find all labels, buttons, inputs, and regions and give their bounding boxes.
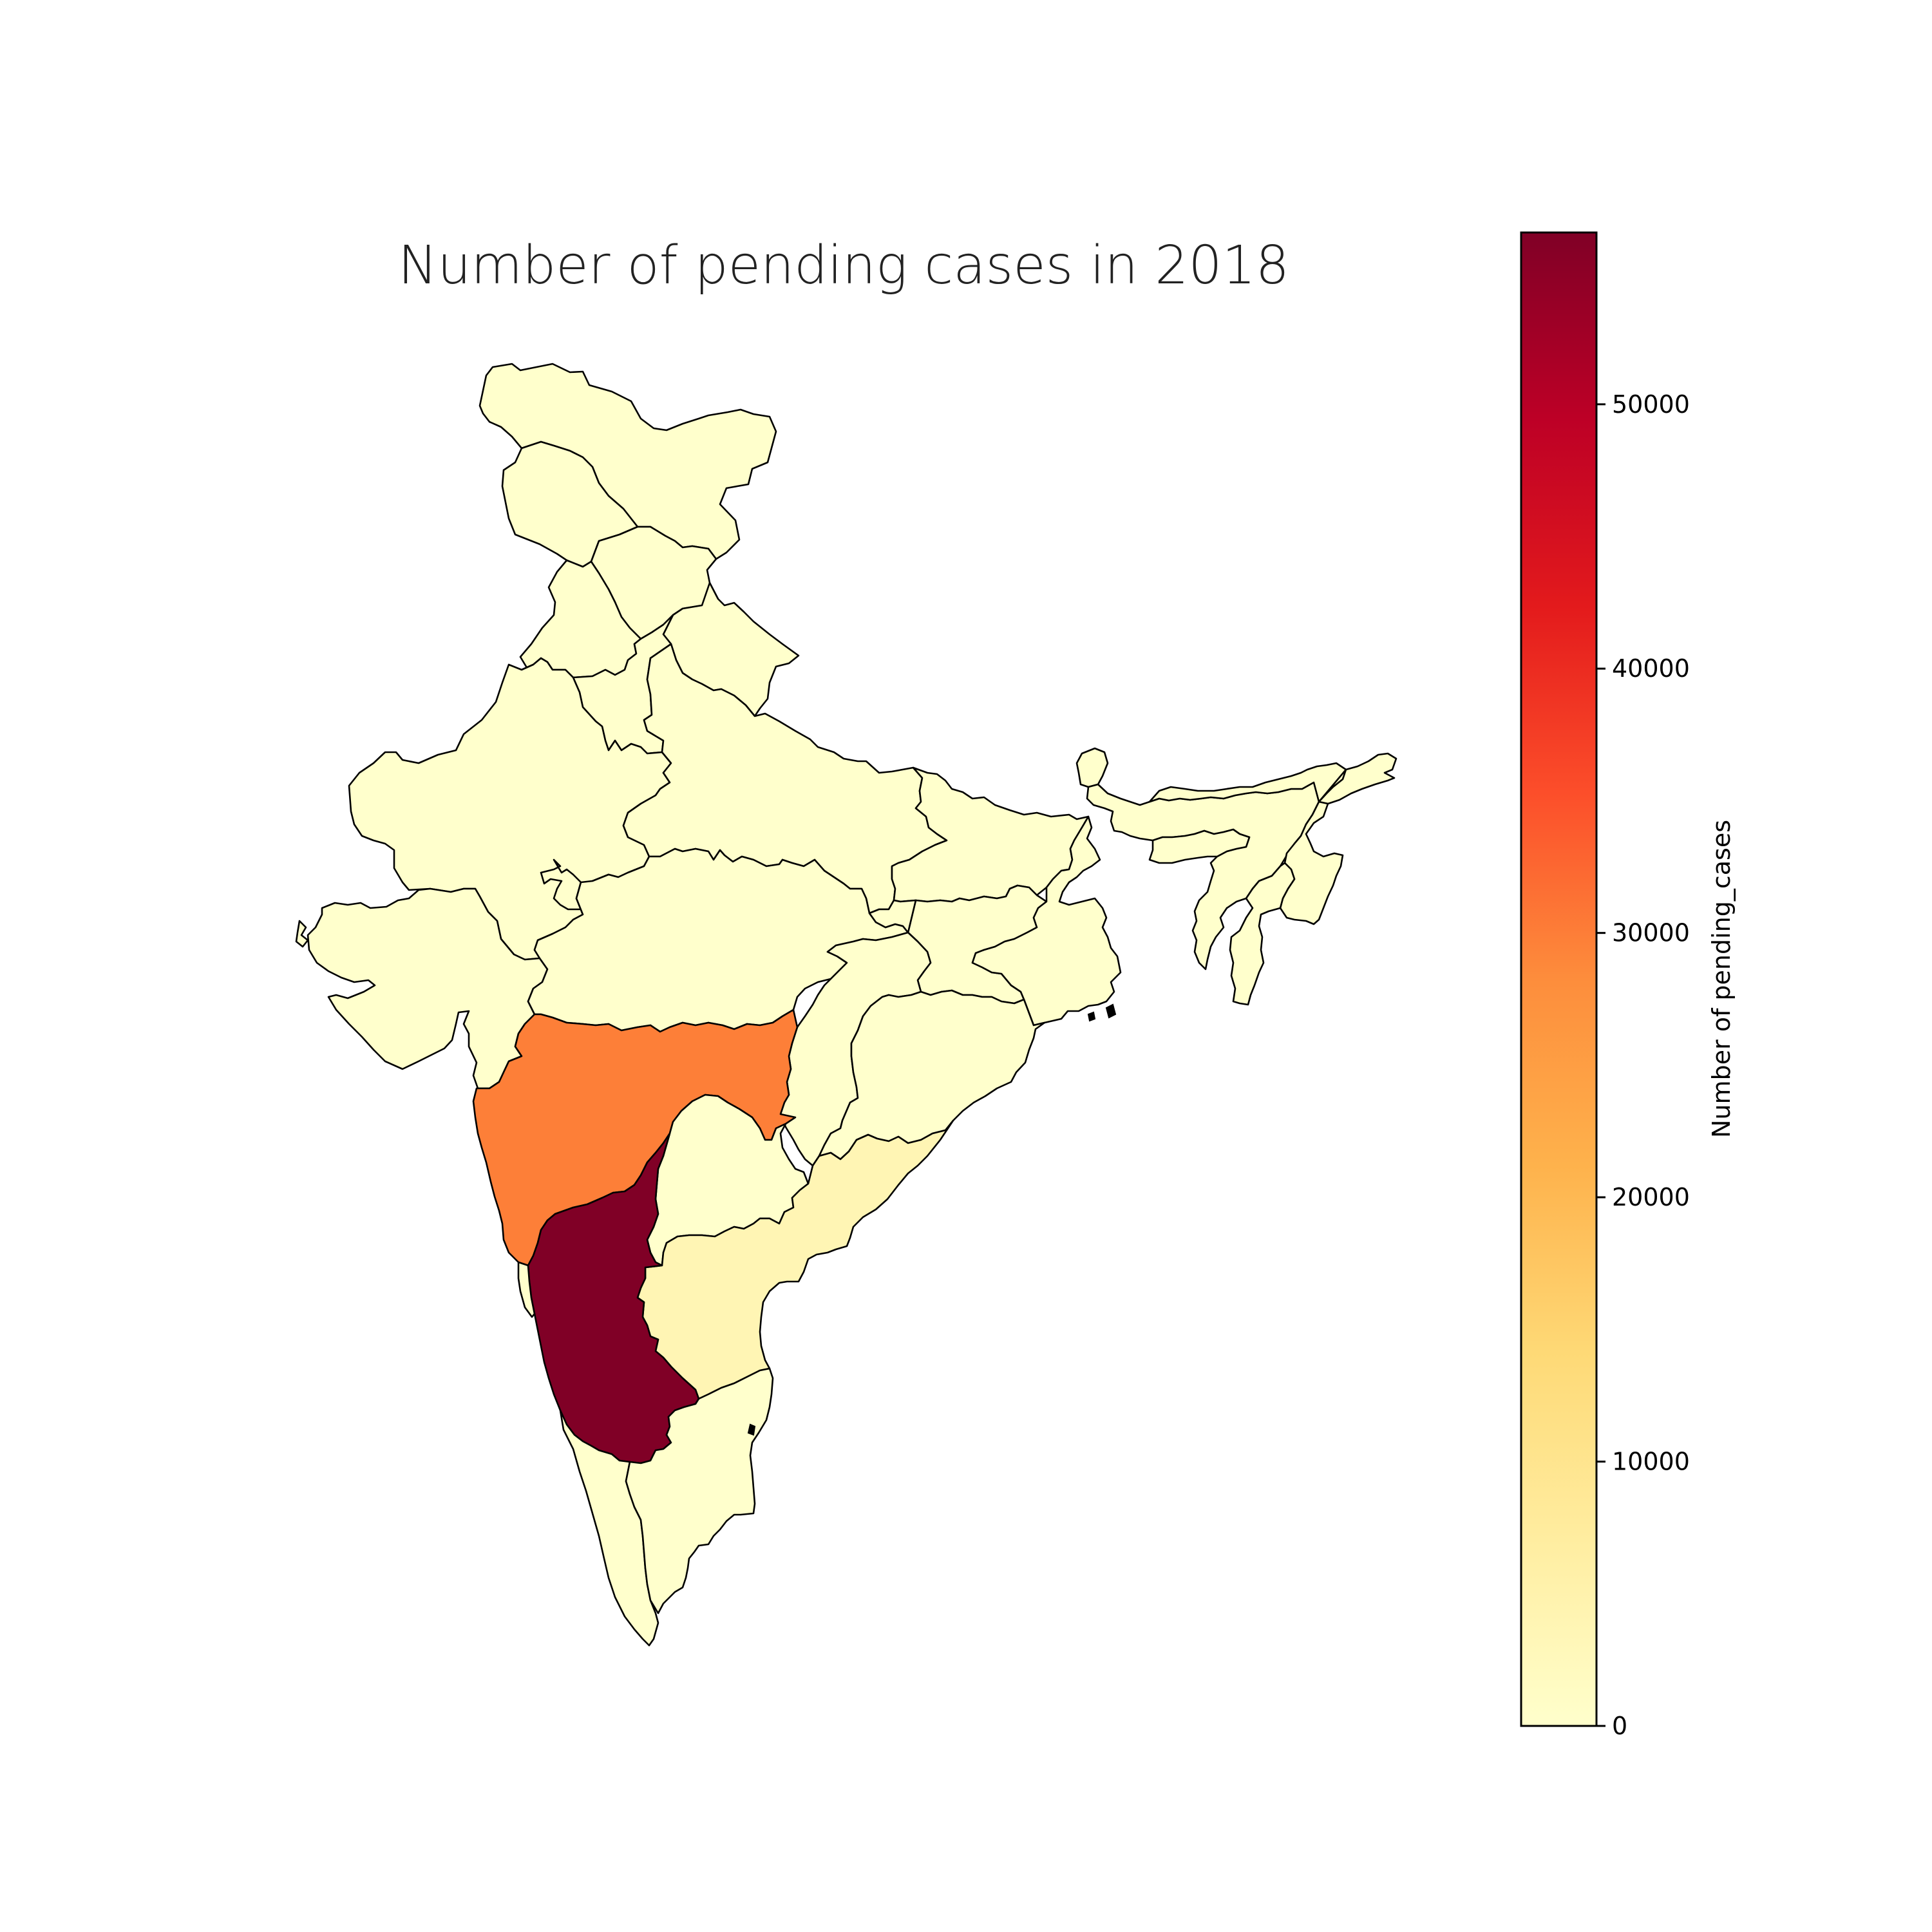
region-goa — [517, 1261, 536, 1318]
island-mark-1 — [747, 1423, 756, 1436]
colorbar: 0 10000 20000 30000 40000 50000 Number of pen… — [1520, 231, 1736, 1740]
region-meghalaya — [1148, 828, 1251, 864]
island-mark-2 — [1105, 1003, 1117, 1019]
colorbar-label: Number of pending_cases — [1707, 820, 1736, 1138]
region-tripura-mizoram — [1229, 862, 1296, 1006]
colorbar-ticks: 0 10000 20000 30000 40000 50000 — [1596, 390, 1690, 1740]
island-mark-3 — [1087, 1011, 1096, 1022]
chart-title: Number of pending cases in 2018 — [398, 235, 1289, 296]
colorbar-gradient — [1520, 231, 1598, 1727]
colorbar-tick-label-0: 0 — [1612, 1712, 1627, 1740]
region-sikkim — [1075, 747, 1109, 788]
region-arunachal — [1148, 752, 1397, 805]
colorbar-tick-label-5: 50000 — [1612, 390, 1690, 419]
colorbar-tick-label-1: 10000 — [1612, 1448, 1690, 1476]
colorbar-tick-label-4: 40000 — [1612, 654, 1690, 683]
colorbar-tick-label-3: 30000 — [1612, 919, 1690, 947]
india-map — [295, 363, 1397, 1647]
region-tamil-nadu — [625, 1367, 774, 1615]
colorbar-tick-label-2: 20000 — [1612, 1183, 1690, 1211]
region-west-bengal — [971, 815, 1122, 1027]
region-chhattisgarh — [779, 899, 932, 1167]
region-nagaland-manipur — [1279, 800, 1344, 925]
